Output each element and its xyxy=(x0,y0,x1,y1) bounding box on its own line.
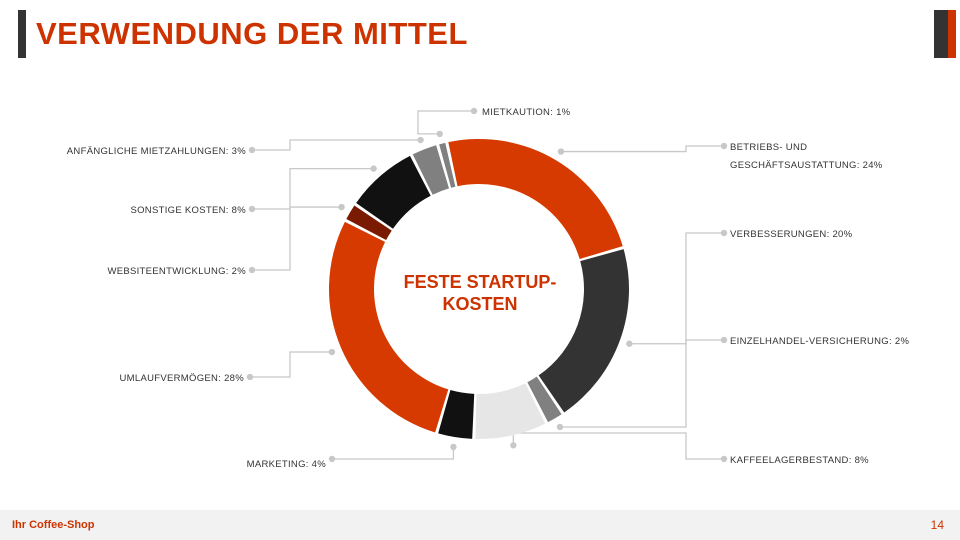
right-accent-stripe xyxy=(948,10,956,58)
slice-label-10: ANFÄNGLICHE MIETZAHLUNGEN: 3% xyxy=(67,146,246,157)
slice-6 xyxy=(438,390,475,439)
leader-lines xyxy=(246,107,728,463)
leader-dot-5 xyxy=(510,442,517,449)
slice-7 xyxy=(328,221,449,433)
left-accent-bar xyxy=(18,10,26,58)
leader-end-dot-9 xyxy=(248,205,256,213)
slice-8 xyxy=(346,205,392,241)
leader-dot-7 xyxy=(328,348,336,356)
slide-title: VERWENDUNG DER MITTEL xyxy=(36,16,468,51)
slice-label-4: EINZELHANDEL-VERSICHERUNG: 2% xyxy=(730,336,909,347)
leader-line-5 xyxy=(512,432,724,460)
slice-label-2: BETRIEBS- UND GESCHÄFTSAUSTATTUNG: 24% xyxy=(730,142,883,171)
leader-end-dot-8 xyxy=(248,266,256,274)
leader-dot-9 xyxy=(370,165,377,172)
leader-line-10 xyxy=(252,139,421,151)
leader-line-2 xyxy=(560,145,724,153)
leader-line-6 xyxy=(332,446,455,460)
leader-end-dot-1 xyxy=(470,107,478,115)
footer-company: Ihr Coffee-Shop xyxy=(12,519,95,531)
leader-line-7 xyxy=(250,351,332,378)
leader-end-dot-7 xyxy=(246,373,254,381)
center-label: FESTE STARTUP-KOSTEN xyxy=(404,272,557,314)
donut-slices xyxy=(328,138,629,439)
slice-5 xyxy=(475,383,546,439)
leader-end-dot-5 xyxy=(720,455,728,463)
leader-end-dot-6 xyxy=(328,455,336,463)
leader-dot-2 xyxy=(557,148,565,155)
right-accent-bar xyxy=(934,10,956,58)
slice-9 xyxy=(356,155,431,229)
donut-chart: MIETKAUTION: 1% BETRIEBS- UND GESCHÄFTSAUS… xyxy=(67,107,909,470)
slice-10 xyxy=(412,145,450,195)
slice-4 xyxy=(527,376,562,423)
footer-bar: Ihr Coffee-Shop 14 xyxy=(0,510,960,540)
leader-line-9 xyxy=(252,167,374,210)
leader-dot-8 xyxy=(338,203,345,211)
center-label-text: FESTE STARTUP-KOSTEN xyxy=(404,272,557,314)
leader-end-dot-10 xyxy=(248,146,256,154)
leader-line-8 xyxy=(252,206,342,271)
slice-labels: MIETKAUTION: 1% BETRIEBS- UND GESCHÄFTSAUS… xyxy=(67,107,909,470)
slice-2 xyxy=(448,138,623,260)
leader-end-dot-3 xyxy=(720,229,728,237)
leader-line-3 xyxy=(629,232,724,345)
slice-label-5: KAFFEELAGERBESTAND: 8% xyxy=(730,455,869,466)
slice-3 xyxy=(538,249,629,413)
leader-dot-6 xyxy=(450,443,457,451)
slice-label-6: MARKETING: 4% xyxy=(247,459,327,470)
slice-1 xyxy=(439,142,456,188)
slice-label-3: VERBESSERUNGEN: 20% xyxy=(730,229,853,240)
leader-dot-10 xyxy=(417,136,424,144)
leader-line-4 xyxy=(559,339,724,428)
leader-dot-3 xyxy=(626,340,633,347)
page-number: 14 xyxy=(930,518,944,532)
slice-label-1: MIETKAUTION: 1% xyxy=(482,107,571,118)
leader-line-1 xyxy=(417,110,474,135)
slice-label-7: UMLAUFVERMÖGEN: 28% xyxy=(120,373,245,384)
slice-label-8: WEBSITEENTWICKLUNG: 2% xyxy=(107,266,246,277)
leader-dot-1 xyxy=(436,130,443,138)
leader-end-dot-2 xyxy=(720,142,728,150)
leader-end-dot-4 xyxy=(720,336,728,344)
leader-dot-4 xyxy=(556,423,564,431)
slice-label-9: SONSTIGE KOSTEN: 8% xyxy=(130,205,246,216)
